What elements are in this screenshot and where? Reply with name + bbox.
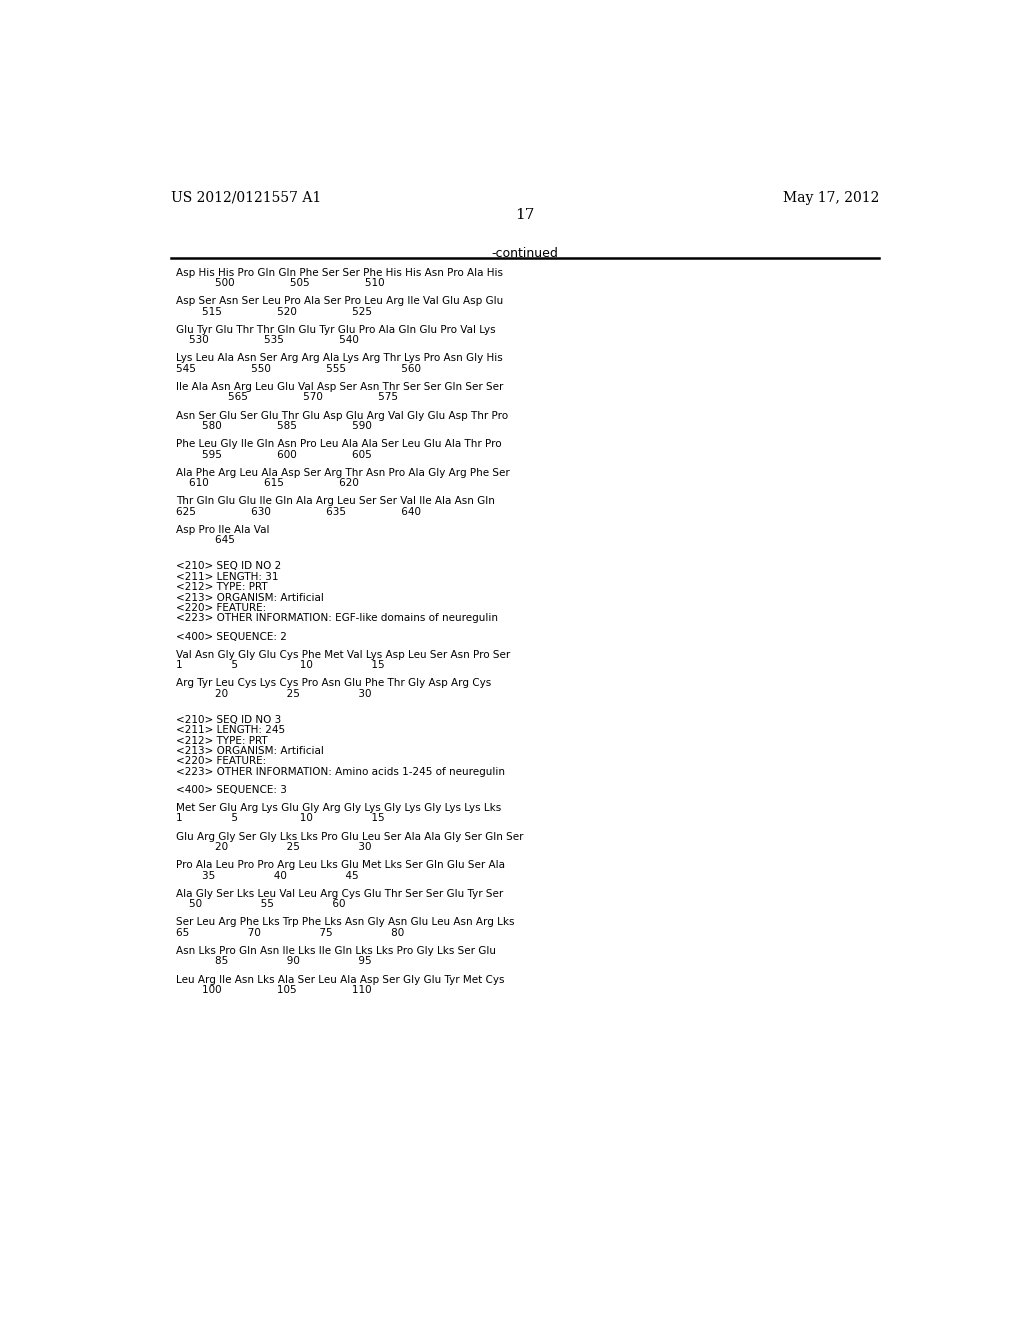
Text: Ile Ala Asn Arg Leu Glu Val Asp Ser Asn Thr Ser Ser Gln Ser Ser: Ile Ala Asn Arg Leu Glu Val Asp Ser Asn … <box>176 381 504 392</box>
Text: <210> SEQ ID NO 2: <210> SEQ ID NO 2 <box>176 561 282 572</box>
Text: 580                 585                 590: 580 585 590 <box>176 421 372 432</box>
Text: <213> ORGANISM: Artificial: <213> ORGANISM: Artificial <box>176 746 324 756</box>
Text: <210> SEQ ID NO 3: <210> SEQ ID NO 3 <box>176 714 282 725</box>
Text: 35                  40                  45: 35 40 45 <box>176 871 358 880</box>
Text: 1               5                   10                  15: 1 5 10 15 <box>176 813 385 824</box>
Text: 595                 600                 605: 595 600 605 <box>176 450 372 459</box>
Text: 50                  55                  60: 50 55 60 <box>176 899 345 909</box>
Text: 100                 105                 110: 100 105 110 <box>176 985 372 995</box>
Text: 530                 535                 540: 530 535 540 <box>176 335 359 346</box>
Text: Asn Lks Pro Gln Asn Ile Lks Ile Gln Lks Lks Pro Gly Lks Ser Glu: Asn Lks Pro Gln Asn Ile Lks Ile Gln Lks … <box>176 946 496 956</box>
Text: Ala Gly Ser Lks Leu Val Leu Arg Cys Glu Thr Ser Ser Glu Tyr Ser: Ala Gly Ser Lks Leu Val Leu Arg Cys Glu … <box>176 888 504 899</box>
Text: Asp Pro Ile Ala Val: Asp Pro Ile Ala Val <box>176 525 269 535</box>
Text: 85                  90                  95: 85 90 95 <box>176 957 372 966</box>
Text: Lys Leu Ala Asn Ser Arg Arg Ala Lys Arg Thr Lys Pro Asn Gly His: Lys Leu Ala Asn Ser Arg Arg Ala Lys Arg … <box>176 354 503 363</box>
Text: Glu Tyr Glu Thr Thr Gln Glu Tyr Glu Pro Ala Gln Glu Pro Val Lys: Glu Tyr Glu Thr Thr Gln Glu Tyr Glu Pro … <box>176 325 496 335</box>
Text: 565                 570                 575: 565 570 575 <box>176 392 398 403</box>
Text: <213> ORGANISM: Artificial: <213> ORGANISM: Artificial <box>176 593 324 603</box>
Text: 625                 630                 635                 640: 625 630 635 640 <box>176 507 421 517</box>
Text: <400> SEQUENCE: 2: <400> SEQUENCE: 2 <box>176 631 287 642</box>
Text: <211> LENGTH: 245: <211> LENGTH: 245 <box>176 725 285 735</box>
Text: US 2012/0121557 A1: US 2012/0121557 A1 <box>171 191 321 205</box>
Text: 645: 645 <box>176 536 234 545</box>
Text: Asp His His Pro Gln Gln Phe Ser Ser Phe His His Asn Pro Ala His: Asp His His Pro Gln Gln Phe Ser Ser Phe … <box>176 268 503 277</box>
Text: 65                  70                  75                  80: 65 70 75 80 <box>176 928 404 937</box>
Text: Ala Phe Arg Leu Ala Asp Ser Arg Thr Asn Pro Ala Gly Arg Phe Ser: Ala Phe Arg Leu Ala Asp Ser Arg Thr Asn … <box>176 467 510 478</box>
Text: <220> FEATURE:: <220> FEATURE: <box>176 603 266 612</box>
Text: 20                  25                  30: 20 25 30 <box>176 842 372 853</box>
Text: <212> TYPE: PRT: <212> TYPE: PRT <box>176 582 267 593</box>
Text: Val Asn Gly Gly Glu Cys Phe Met Val Lys Asp Leu Ser Asn Pro Ser: Val Asn Gly Gly Glu Cys Phe Met Val Lys … <box>176 649 510 660</box>
Text: -continued: -continued <box>492 247 558 260</box>
Text: 500                 505                 510: 500 505 510 <box>176 279 385 288</box>
Text: <400> SEQUENCE: 3: <400> SEQUENCE: 3 <box>176 785 287 795</box>
Text: Leu Arg Ile Asn Lks Ala Ser Leu Ala Asp Ser Gly Glu Tyr Met Cys: Leu Arg Ile Asn Lks Ala Ser Leu Ala Asp … <box>176 974 505 985</box>
Text: Asn Ser Glu Ser Glu Thr Glu Asp Glu Arg Val Gly Glu Asp Thr Pro: Asn Ser Glu Ser Glu Thr Glu Asp Glu Arg … <box>176 411 508 421</box>
Text: <223> OTHER INFORMATION: EGF-like domains of neuregulin: <223> OTHER INFORMATION: EGF-like domain… <box>176 614 498 623</box>
Text: Asp Ser Asn Ser Leu Pro Ala Ser Pro Leu Arg Ile Val Glu Asp Glu: Asp Ser Asn Ser Leu Pro Ala Ser Pro Leu … <box>176 296 504 306</box>
Text: Arg Tyr Leu Cys Lys Cys Pro Asn Glu Phe Thr Gly Asp Arg Cys: Arg Tyr Leu Cys Lys Cys Pro Asn Glu Phe … <box>176 678 492 688</box>
Text: <223> OTHER INFORMATION: Amino acids 1-245 of neuregulin: <223> OTHER INFORMATION: Amino acids 1-2… <box>176 767 505 776</box>
Text: Met Ser Glu Arg Lys Glu Gly Arg Gly Lys Gly Lys Gly Lys Lys Lks: Met Ser Glu Arg Lys Glu Gly Arg Gly Lys … <box>176 803 502 813</box>
Text: May 17, 2012: May 17, 2012 <box>782 191 879 205</box>
Text: <211> LENGTH: 31: <211> LENGTH: 31 <box>176 572 279 582</box>
Text: 545                 550                 555                 560: 545 550 555 560 <box>176 364 421 374</box>
Text: Glu Arg Gly Ser Gly Lks Lks Pro Glu Leu Ser Ala Ala Gly Ser Gln Ser: Glu Arg Gly Ser Gly Lks Lks Pro Glu Leu … <box>176 832 523 842</box>
Text: 20                  25                  30: 20 25 30 <box>176 689 372 698</box>
Text: 515                 520                 525: 515 520 525 <box>176 306 372 317</box>
Text: 610                 615                 620: 610 615 620 <box>176 478 359 488</box>
Text: Pro Ala Leu Pro Pro Arg Leu Lks Glu Met Lks Ser Gln Glu Ser Ala: Pro Ala Leu Pro Pro Arg Leu Lks Glu Met … <box>176 861 505 870</box>
Text: <220> FEATURE:: <220> FEATURE: <box>176 756 266 767</box>
Text: 17: 17 <box>515 209 535 223</box>
Text: Thr Gln Glu Glu Ile Gln Ala Arg Leu Ser Ser Val Ile Ala Asn Gln: Thr Gln Glu Glu Ile Gln Ala Arg Leu Ser … <box>176 496 495 507</box>
Text: Phe Leu Gly Ile Gln Asn Pro Leu Ala Ala Ser Leu Glu Ala Thr Pro: Phe Leu Gly Ile Gln Asn Pro Leu Ala Ala … <box>176 440 502 449</box>
Text: 1               5                   10                  15: 1 5 10 15 <box>176 660 385 671</box>
Text: <212> TYPE: PRT: <212> TYPE: PRT <box>176 735 267 746</box>
Text: Ser Leu Arg Phe Lks Trp Phe Lks Asn Gly Asn Glu Leu Asn Arg Lks: Ser Leu Arg Phe Lks Trp Phe Lks Asn Gly … <box>176 917 514 928</box>
